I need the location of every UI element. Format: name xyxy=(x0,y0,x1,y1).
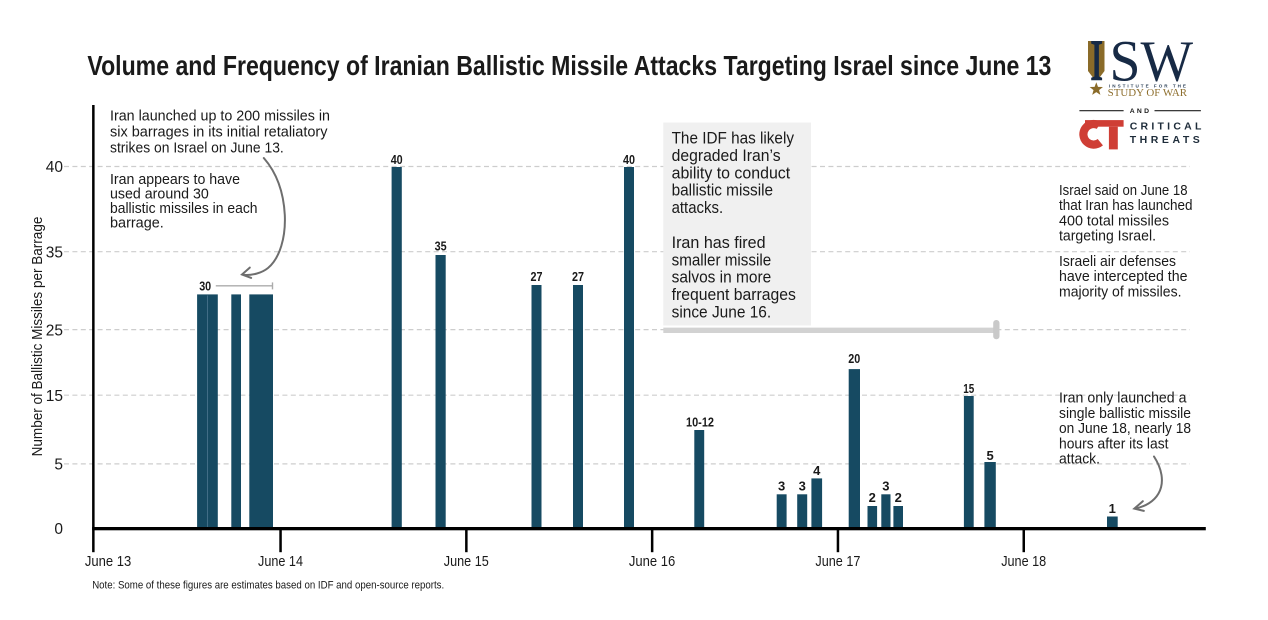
svg-text:400 total missiles: 400 total missiles xyxy=(1059,212,1169,229)
svg-text:hours after its last: hours after its last xyxy=(1059,435,1169,452)
svg-text:salvos in more: salvos in more xyxy=(672,269,772,287)
svg-text:INSTITUTE FOR THE: INSTITUTE FOR THE xyxy=(1109,83,1186,88)
svg-text:attacks.: attacks. xyxy=(672,199,724,217)
svg-text:six barrages in its initial re: six barrages in its initial retaliatory xyxy=(110,124,328,141)
svg-text:June 14: June 14 xyxy=(258,553,303,570)
svg-text:15: 15 xyxy=(963,381,974,396)
svg-text:June 17: June 17 xyxy=(815,553,860,570)
svg-text:that Iran has launched: that Iran has launched xyxy=(1059,197,1193,214)
svg-text:used around 30: used around 30 xyxy=(110,185,209,202)
svg-text:Iran has fired: Iran has fired xyxy=(672,234,766,252)
svg-text:June 18: June 18 xyxy=(1001,553,1046,570)
svg-text:0: 0 xyxy=(54,521,63,538)
svg-text:single ballistic missile: single ballistic missile xyxy=(1059,405,1191,422)
svg-text:40: 40 xyxy=(623,152,635,167)
svg-text:ballistic missile: ballistic missile xyxy=(672,182,774,200)
svg-text:majority of missiles.: majority of missiles. xyxy=(1059,283,1182,300)
svg-text:Israeli air defenses: Israeli air defenses xyxy=(1059,253,1176,270)
svg-text:5: 5 xyxy=(54,457,63,474)
svg-text:ability to conduct: ability to conduct xyxy=(672,164,791,182)
svg-text:Iran only launched a: Iran only launched a xyxy=(1059,390,1187,407)
svg-text:Iran appears to have: Iran appears to have xyxy=(110,171,240,188)
svg-text:25: 25 xyxy=(46,322,63,339)
svg-text:5: 5 xyxy=(986,448,993,463)
svg-text:smaller missile: smaller missile xyxy=(672,251,772,269)
svg-text:27: 27 xyxy=(531,269,543,284)
svg-text:degraded Iran’s: degraded Iran’s xyxy=(672,147,781,165)
svg-text:AND: AND xyxy=(1130,108,1149,115)
svg-text:have intercepted the: have intercepted the xyxy=(1059,268,1188,285)
svg-text:Iran launched up to 200 missil: Iran launched up to 200 missiles in xyxy=(110,108,330,125)
svg-text:35: 35 xyxy=(46,244,63,261)
svg-text:Volume and Frequency of Irania: Volume and Frequency of Iranian Ballisti… xyxy=(87,49,1051,81)
svg-text:strikes on Israel on June 13.: strikes on Israel on June 13. xyxy=(110,139,284,156)
svg-text:June 15: June 15 xyxy=(444,553,489,570)
svg-text:since June 16.: since June 16. xyxy=(672,304,772,322)
svg-text:3: 3 xyxy=(778,479,785,494)
svg-text:attack.: attack. xyxy=(1059,451,1100,468)
svg-text:20: 20 xyxy=(848,351,860,366)
svg-text:frequent barrages: frequent barrages xyxy=(672,286,796,304)
svg-text:barrage.: barrage. xyxy=(110,215,164,232)
svg-text:Note: Some of these figures ar: Note: Some of these figures are estimate… xyxy=(92,580,444,592)
svg-text:15: 15 xyxy=(46,388,63,405)
svg-text:10-12: 10-12 xyxy=(686,415,714,430)
svg-text:27: 27 xyxy=(572,269,584,284)
svg-text:1: 1 xyxy=(1109,501,1116,516)
svg-text:3: 3 xyxy=(799,479,806,494)
svg-text:The IDF has likely: The IDF has likely xyxy=(672,130,795,148)
svg-text:Israel said on June 18: Israel said on June 18 xyxy=(1059,182,1188,199)
svg-text:June 13: June 13 xyxy=(85,553,131,570)
svg-text:STUDY OF WAR: STUDY OF WAR xyxy=(1108,87,1188,99)
svg-text:ballistic missiles in each: ballistic missiles in each xyxy=(110,200,258,217)
svg-text:40: 40 xyxy=(391,152,403,167)
svg-text:Number of Ballistic Missiles p: Number of Ballistic Missiles per Barrage xyxy=(29,216,46,456)
svg-text:on June 18, nearly 18: on June 18, nearly 18 xyxy=(1059,420,1191,437)
svg-text:30: 30 xyxy=(199,279,211,294)
svg-text:35: 35 xyxy=(435,239,447,254)
svg-text:SW: SW xyxy=(1110,28,1194,93)
svg-text:2: 2 xyxy=(895,490,902,505)
svg-text:THREATS: THREATS xyxy=(1130,134,1200,146)
svg-text:2: 2 xyxy=(869,490,876,505)
svg-text:June 16: June 16 xyxy=(629,553,675,570)
svg-text:3: 3 xyxy=(882,479,889,494)
svg-text:targeting Israel.: targeting Israel. xyxy=(1059,228,1156,245)
svg-text:4: 4 xyxy=(813,463,821,478)
svg-text:40: 40 xyxy=(46,159,64,176)
